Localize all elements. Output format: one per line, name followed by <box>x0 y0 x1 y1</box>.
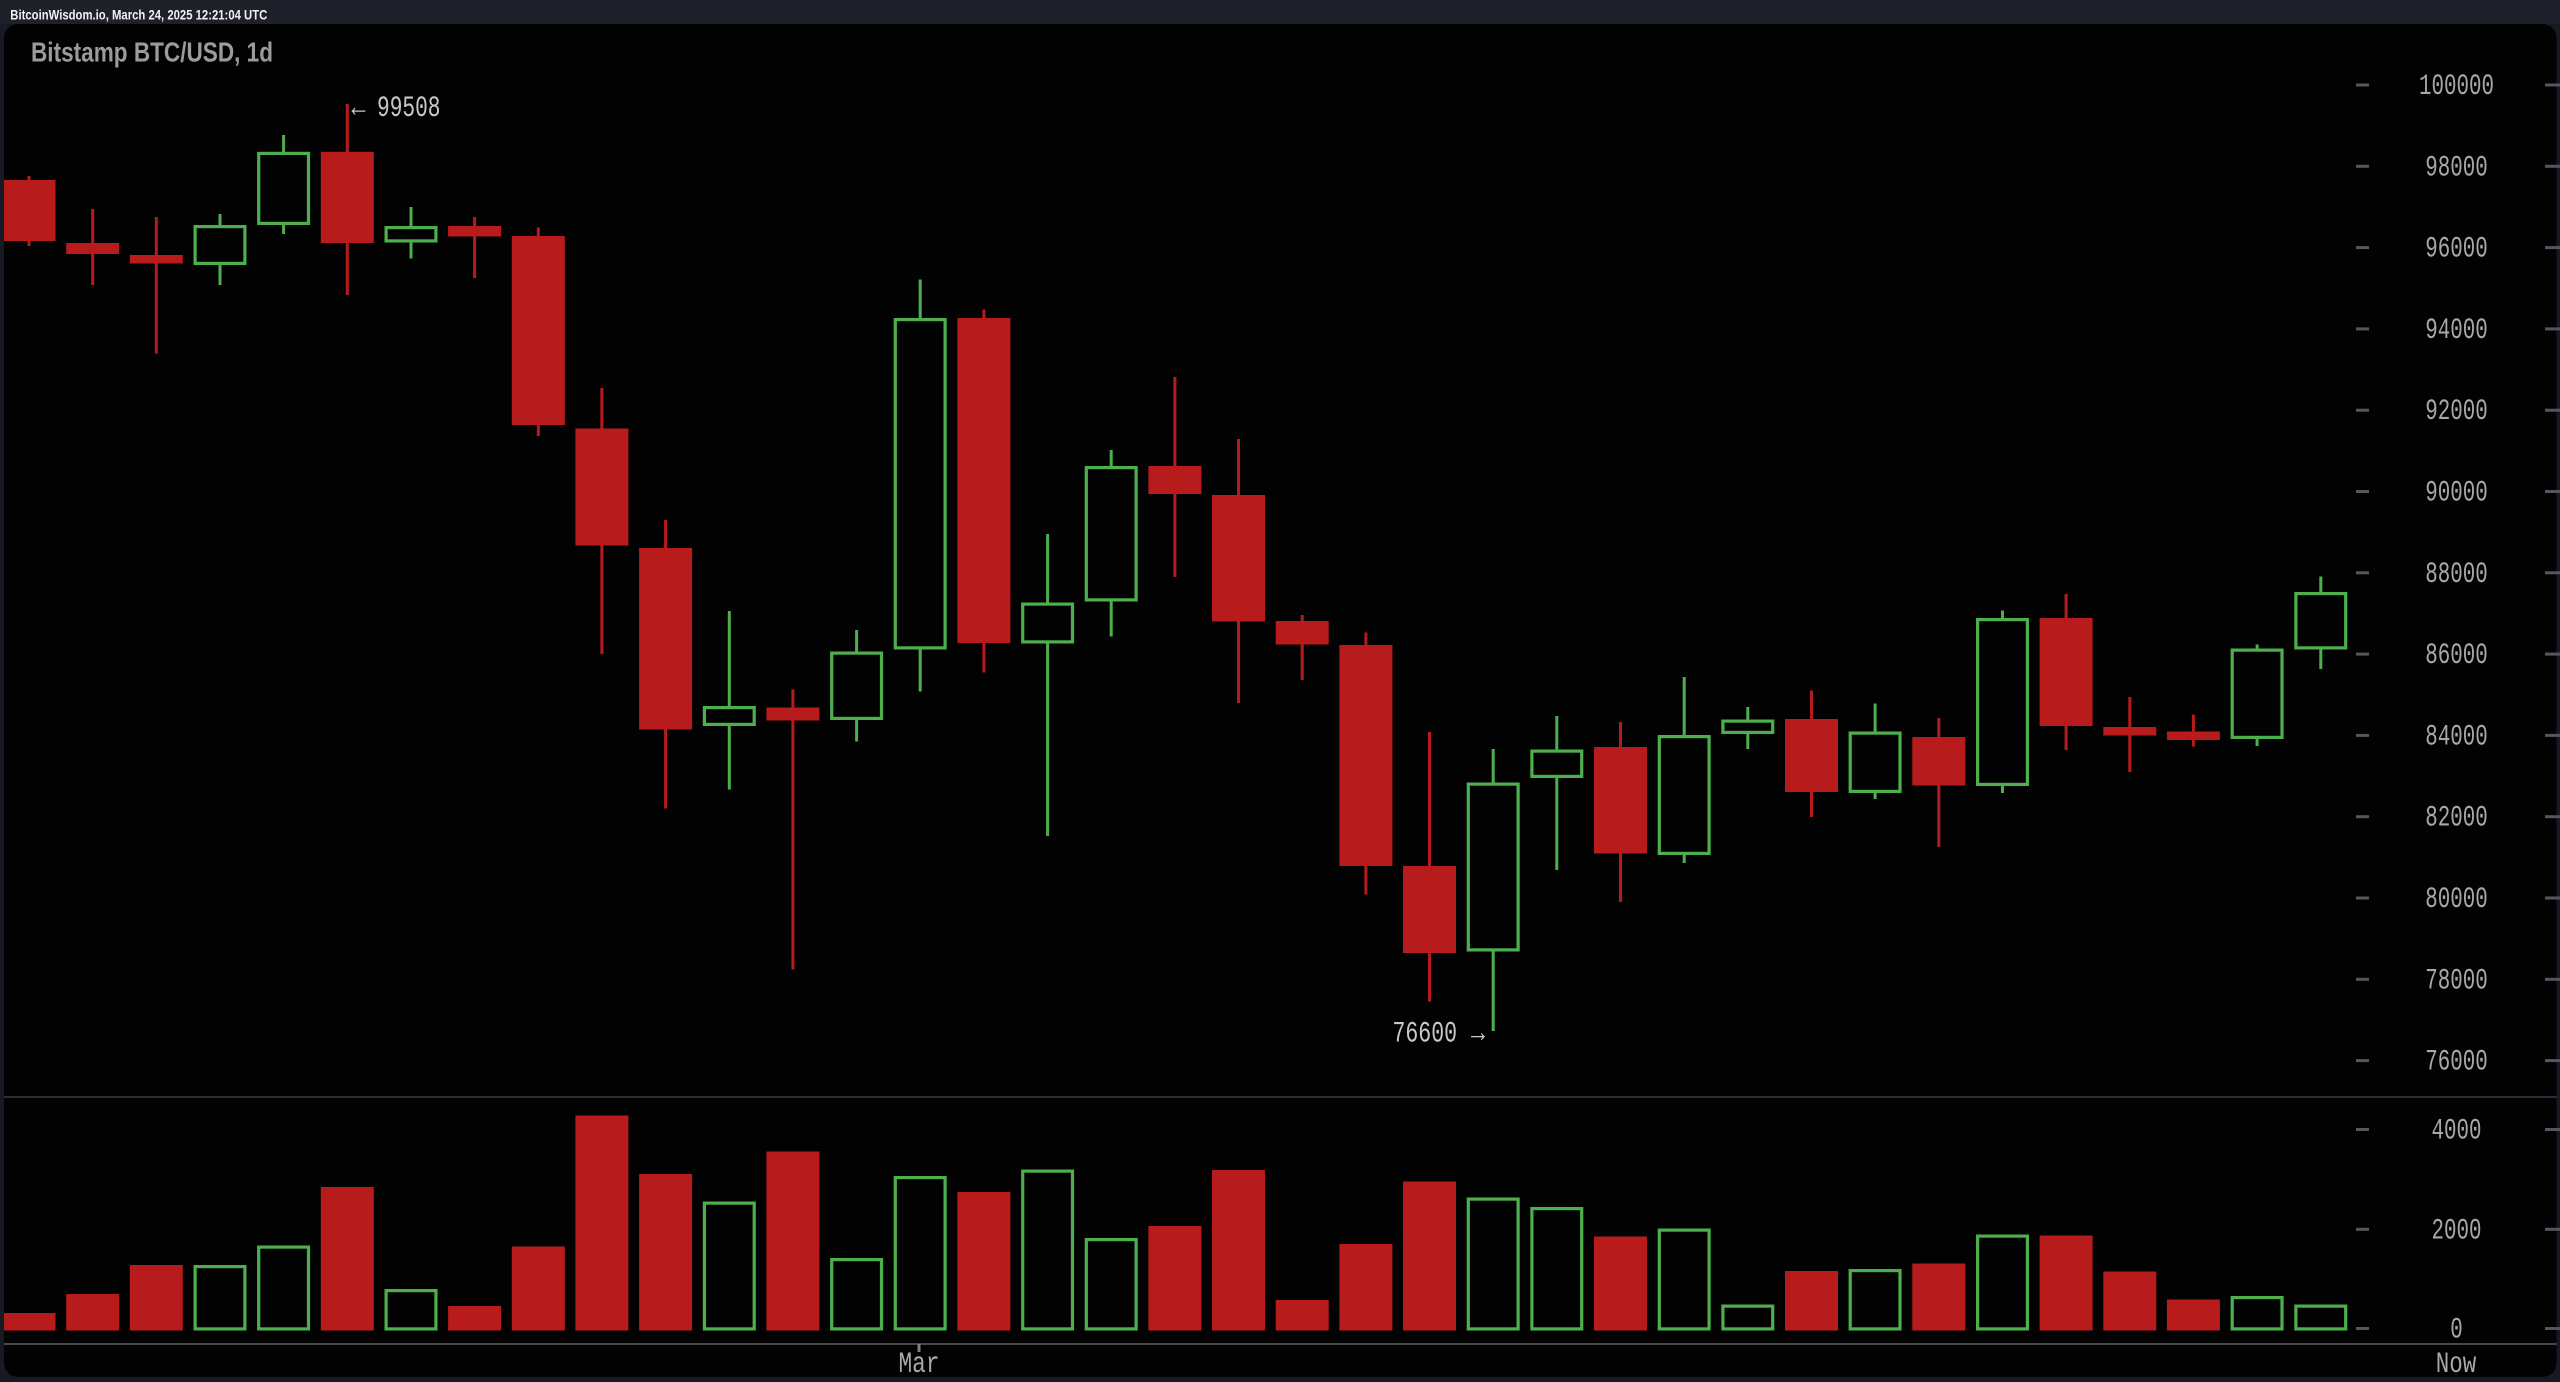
svg-text:2000: 2000 <box>2432 1214 2482 1248</box>
svg-text:80000: 80000 <box>2425 883 2488 917</box>
svg-text:Bitstamp BTC/USD, 1d: Bitstamp BTC/USD, 1d <box>31 37 273 68</box>
svg-text:90000: 90000 <box>2425 477 2488 511</box>
svg-text:86000: 86000 <box>2425 639 2488 673</box>
svg-text:→: → <box>1471 1018 1485 1052</box>
svg-text:Mar: Mar <box>898 1348 939 1382</box>
svg-text:82000: 82000 <box>2425 802 2488 836</box>
svg-text:94000: 94000 <box>2425 314 2488 348</box>
svg-text:0: 0 <box>2450 1314 2463 1348</box>
svg-text:92000: 92000 <box>2425 395 2488 429</box>
svg-text:84000: 84000 <box>2425 720 2488 754</box>
svg-text:4000: 4000 <box>2432 1115 2482 1149</box>
svg-text:88000: 88000 <box>2425 558 2488 592</box>
svg-text:←: ← <box>352 92 366 126</box>
svg-text:BitcoinWisdom.io, March 24, 20: BitcoinWisdom.io, March 24, 2025 12:21:0… <box>10 7 267 22</box>
svg-text:76600: 76600 <box>1393 1018 1458 1052</box>
svg-text:Now: Now <box>2436 1348 2477 1382</box>
svg-text:99508: 99508 <box>377 92 441 126</box>
svg-text:98000: 98000 <box>2425 151 2488 185</box>
svg-text:100000: 100000 <box>2419 70 2494 104</box>
svg-text:96000: 96000 <box>2425 233 2488 267</box>
svg-text:76000: 76000 <box>2425 1046 2488 1080</box>
svg-text:78000: 78000 <box>2425 964 2488 998</box>
